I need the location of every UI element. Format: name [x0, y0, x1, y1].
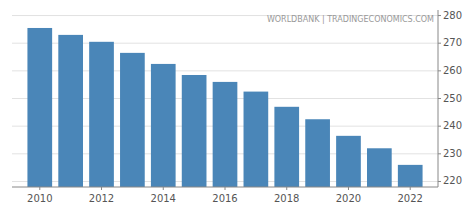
- bar: [244, 92, 269, 187]
- x-tick-label: 2014: [151, 193, 176, 204]
- x-tick: [348, 187, 349, 190]
- x-tick-label: 2018: [274, 193, 299, 204]
- bar: [305, 119, 330, 187]
- bar: [58, 35, 83, 187]
- bar: [398, 165, 423, 187]
- x-tick: [163, 187, 164, 190]
- y-tick: [438, 15, 441, 16]
- y-tick: [438, 70, 441, 71]
- x-tick: [101, 187, 102, 190]
- y-tick: [438, 98, 441, 99]
- y-tick: [438, 153, 441, 154]
- bar: [213, 82, 238, 187]
- bar: [367, 148, 392, 187]
- x-tick-label: 2020: [336, 193, 361, 204]
- bar: [89, 42, 114, 187]
- y-tick-label: 240: [443, 120, 462, 131]
- bar: [274, 107, 299, 187]
- y-tick: [438, 126, 441, 127]
- x-tick: [39, 187, 40, 190]
- y-tick-label: 280: [443, 10, 462, 21]
- x-tick-label: 2010: [27, 193, 52, 204]
- y-tick: [438, 181, 441, 182]
- y-tick: [438, 43, 441, 44]
- y-tick-label: 260: [443, 65, 462, 76]
- bar: [120, 53, 145, 187]
- y-tick-label: 250: [443, 93, 462, 104]
- y-axis: 220 230 240 250 260 270 280: [438, 10, 462, 187]
- bar: [336, 136, 361, 187]
- bar: [27, 28, 52, 187]
- bars: [27, 28, 422, 187]
- y-tick-label: 220: [443, 175, 462, 186]
- chart: 2202302402502602702802010201220142016201…: [0, 0, 474, 211]
- watermark: WORLDBANK | TRADINGECONOMICS.COM: [267, 15, 434, 24]
- bar: [182, 75, 207, 187]
- x-axis: 2010 2012 2014 2016 2018 2020 2022: [27, 187, 423, 204]
- x-tick-label: 2016: [212, 193, 237, 204]
- x-tick: [410, 187, 411, 190]
- x-tick-label: 2012: [89, 193, 114, 204]
- x-tick: [225, 187, 226, 190]
- y-tick-label: 230: [443, 148, 462, 159]
- bar: [151, 64, 176, 187]
- x-tick-label: 2022: [397, 193, 422, 204]
- y-tick-label: 270: [443, 37, 462, 48]
- x-tick: [286, 187, 287, 190]
